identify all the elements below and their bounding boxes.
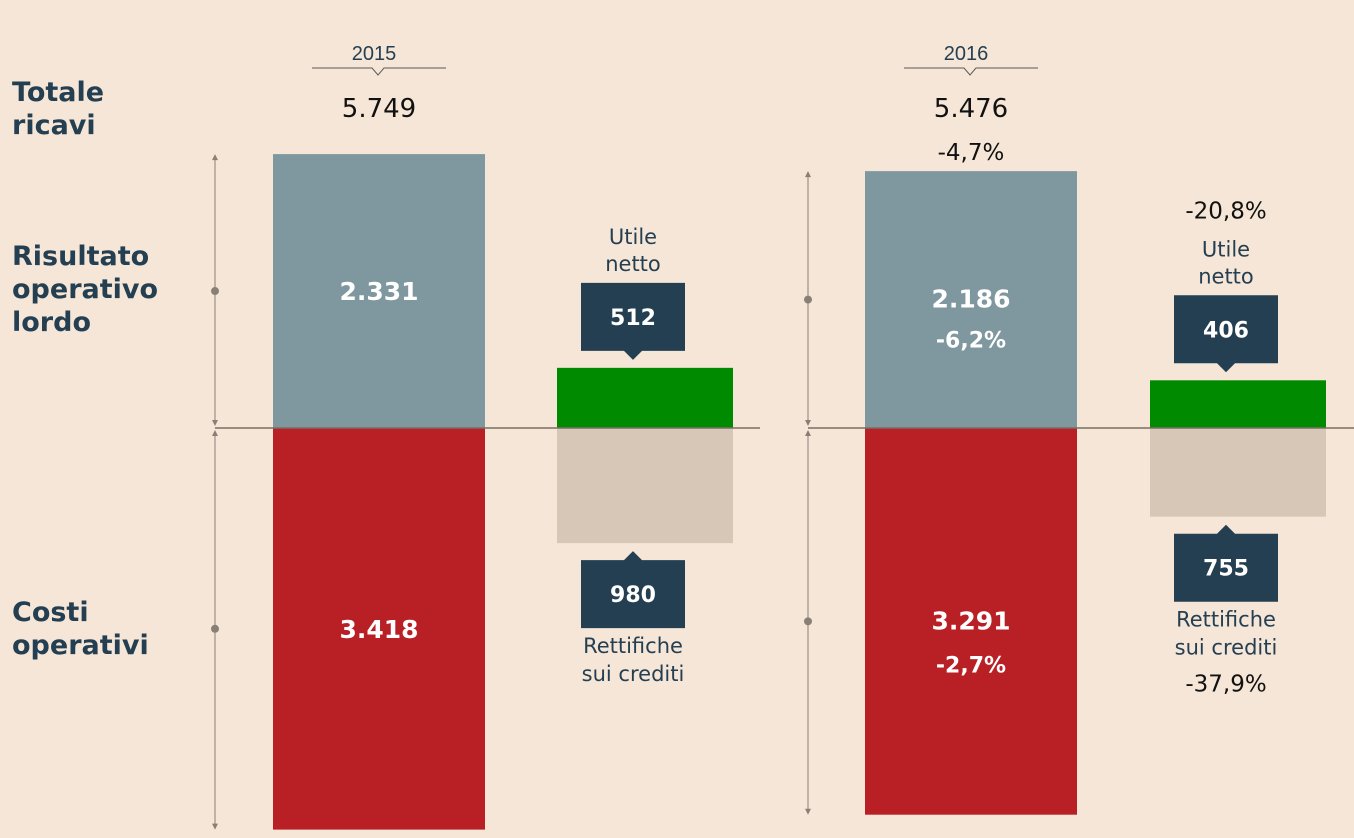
y2016-utile-caption: Utile netto	[1198, 237, 1254, 288]
y2016-totale-ricavi-change: -4,7%	[938, 140, 1005, 166]
y2015-costi-value: 3.418	[339, 615, 418, 644]
y2015-rettifiche-caption: Rettifiche sui crediti	[582, 634, 685, 686]
y2016-axis-risultato-head-top	[805, 171, 811, 178]
y2016-risultato-change: -6,2%	[936, 329, 1006, 354]
y2016-axis-costi-head-bottom	[805, 808, 811, 815]
y2015-utile-caption: Utile netto	[605, 225, 661, 276]
y2015-bar-utile	[557, 367, 733, 428]
y2016-bar-rettifiche	[1150, 428, 1326, 517]
y2015-axis-risultato-head-bottom	[212, 420, 218, 426]
y2016-costi-change: -2,7%	[936, 653, 1006, 678]
y2016-utile-callout-value: 406	[1203, 318, 1249, 343]
y2016-costi-value: 3.291	[931, 606, 1010, 635]
row-label-costi-operativi: Costi operativi	[12, 597, 149, 661]
y2016-rettifiche-change: -37,9%	[1185, 672, 1266, 698]
y2015-bar-rettifiche	[557, 428, 733, 544]
row-label-risultato-operativo-lordo: Risultato operativo lordo	[12, 241, 159, 338]
y2016-axis-dot-risultato	[804, 295, 812, 304]
y2015-year-label: 2015	[352, 43, 397, 65]
row-label-totale-ricavi: Totale ricavi	[12, 77, 105, 141]
y2015-utile-callout-value: 512	[610, 306, 656, 331]
y2016-rettifiche-callout-box	[1174, 524, 1278, 602]
y2016-risultato-value: 2.186	[931, 285, 1010, 314]
y2016-axis-costi-head-top	[805, 430, 811, 436]
y2015-axis-risultato-head-top	[212, 154, 218, 161]
y2015-year-underline	[312, 67, 446, 76]
y2016-bar-utile	[1150, 380, 1326, 428]
y2016-year-label: 2016	[944, 43, 989, 65]
y2015-utile-callout-box	[581, 282, 685, 360]
y2015-bar-risultato	[273, 154, 485, 429]
y2016-totale-ricavi-value: 5.476	[934, 94, 1008, 124]
y2016-bar-risultato	[865, 171, 1077, 428]
y2015-axis-costi-head-top	[212, 430, 218, 436]
y2016-year-underline	[904, 67, 1038, 76]
y2016-rettifiche-caption: Rettifiche sui crediti	[1175, 608, 1278, 660]
y2015-rettifiche-callout-box	[581, 551, 685, 629]
y2016-axis-dot-costi	[804, 617, 812, 626]
y2016-utile-change: -20,8%	[1185, 198, 1266, 224]
y2015-rettifiche-callout-value: 980	[610, 583, 656, 608]
y2015-axis-dot-costi	[211, 624, 219, 633]
y2015-axis-costi-head-bottom	[212, 823, 218, 830]
y2016-utile-callout-box	[1174, 295, 1278, 373]
y2015-risultato-value: 2.331	[339, 277, 418, 306]
y2015-axis-dot-risultato	[211, 287, 219, 296]
y2016-rettifiche-callout-value: 755	[1203, 557, 1249, 582]
y2015-bar-costi	[273, 428, 485, 830]
y2016-axis-risultato-head-bottom	[805, 420, 811, 426]
y2016-bar-costi	[865, 428, 1077, 815]
y2015-totale-ricavi-value: 5.749	[342, 94, 416, 124]
